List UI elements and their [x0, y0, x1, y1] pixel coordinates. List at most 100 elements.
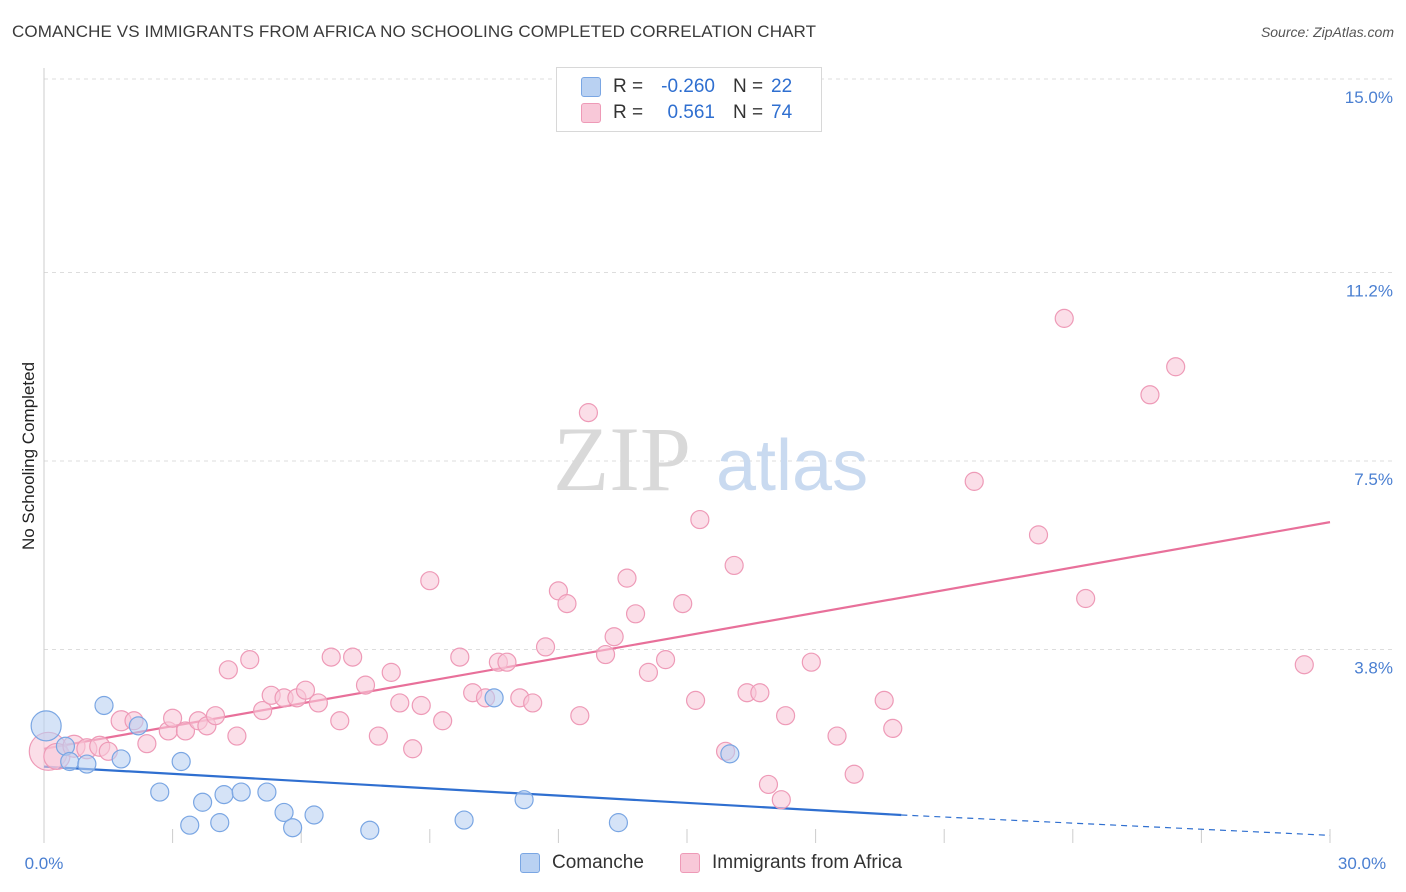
comanche-point [257, 782, 277, 802]
africa-point [750, 683, 770, 703]
comanche-point [283, 818, 303, 838]
points-layer [28, 308, 1314, 840]
comanche-point [608, 813, 629, 833]
africa-point [321, 647, 341, 667]
africa-trendline [43, 521, 1331, 750]
legend-n-label: N = [733, 76, 764, 97]
africa-point [411, 695, 431, 716]
grid-layer [44, 78, 1395, 650]
y-tick-label: 3.8% [1354, 658, 1393, 677]
africa-point [535, 637, 556, 657]
correlation-legend: R = -0.260 N = 22 R = 0.561 N = 74 [556, 67, 822, 132]
africa-point [163, 708, 183, 728]
series-label-comanche: Comanche [552, 852, 644, 873]
comanche-trendline [43, 765, 902, 817]
chart-title: COMANCHE VS IMMIGRANTS FROM AFRICA NO SC… [12, 22, 817, 41]
africa-point [175, 721, 196, 741]
comanche-trendline-extension [901, 814, 1331, 836]
africa-point [381, 662, 401, 682]
source-label: Source: ZipAtlas.com [1260, 24, 1394, 40]
africa-point [355, 675, 376, 695]
series-swatch-comanche [520, 853, 540, 873]
africa-point [690, 509, 710, 530]
comanche-point [94, 695, 114, 716]
africa-point [617, 568, 637, 588]
africa-point [1294, 655, 1314, 675]
comanche-point [360, 820, 380, 840]
y-tick-label: 7.5% [1354, 470, 1393, 489]
africa-point [964, 471, 984, 491]
africa-point [1076, 588, 1096, 609]
africa-point [1028, 525, 1049, 545]
comanche-point [514, 790, 534, 810]
comanche-point [454, 810, 474, 830]
watermark: ZIP atlas [553, 408, 868, 510]
africa-point [758, 774, 779, 795]
africa-point [625, 604, 646, 624]
legend-swatch-comanche [581, 77, 601, 97]
series-legend: Comanche Immigrants from Africa [0, 852, 1406, 876]
comanche-point [214, 785, 234, 805]
comanche-point [304, 805, 324, 825]
comanche-point [180, 815, 200, 835]
comanche-point [274, 802, 294, 823]
africa-point [604, 627, 624, 647]
y-tick-label: 11.2% [1346, 282, 1393, 301]
africa-point [1166, 357, 1186, 377]
watermark-zip: ZIP [553, 408, 691, 510]
watermark-atlas: atlas [716, 426, 868, 506]
africa-point [343, 647, 363, 667]
africa-point [578, 403, 599, 423]
comanche-point [171, 751, 191, 772]
africa-point [570, 706, 590, 726]
legend-n-value: 74 [771, 102, 793, 123]
x-tick-label: 0.0% [25, 854, 64, 873]
africa-point [390, 693, 410, 713]
legend-r-value: 0.561 [667, 102, 715, 123]
africa-point [673, 594, 693, 614]
africa-point [1140, 385, 1160, 405]
legend-n-label: N = [733, 102, 764, 123]
africa-point [685, 690, 706, 710]
africa-point [655, 650, 676, 670]
comanche-point [150, 782, 170, 802]
comanche-point [231, 782, 251, 802]
legend-row-africa: R = 0.561 N = 74 [581, 101, 792, 125]
legend-row-comanche: R = -0.260 N = 22 [581, 75, 792, 99]
comanche-point [60, 751, 80, 772]
series-swatch-africa [680, 853, 700, 873]
africa-point [295, 680, 316, 700]
y-axis-label: No Schooling Completed [19, 362, 38, 550]
africa-point [557, 594, 577, 614]
africa-point [218, 660, 238, 680]
africa-point [368, 726, 388, 746]
africa-point [874, 690, 894, 710]
africa-point [205, 706, 226, 726]
legend-swatch-africa [581, 103, 601, 123]
africa-point [724, 555, 744, 576]
africa-point [883, 718, 903, 739]
africa-point [240, 650, 260, 670]
comanche-point [193, 792, 213, 812]
axis-layer: 3.8% 7.5% 11.2% 15.0% 0.0% 30.0% [25, 68, 1393, 873]
series-legend-comanche: Comanche [520, 852, 644, 874]
comanche-point [128, 716, 148, 736]
legend-r-label: R = [613, 102, 644, 123]
africa-point [1054, 308, 1074, 328]
africa-point [523, 693, 543, 713]
comanche-point [720, 744, 740, 764]
comanche-point [210, 813, 230, 833]
africa-point [844, 764, 864, 784]
africa-point [775, 706, 796, 726]
africa-point [638, 662, 659, 682]
africa-point [827, 726, 847, 746]
comanche-point [77, 754, 97, 774]
africa-point [497, 652, 517, 672]
comanche-point [484, 688, 504, 708]
y-tick-label: 15.0% [1345, 88, 1393, 107]
africa-point [450, 647, 470, 667]
comanche-point [30, 710, 62, 742]
africa-point [137, 734, 157, 754]
africa-point [227, 726, 247, 746]
